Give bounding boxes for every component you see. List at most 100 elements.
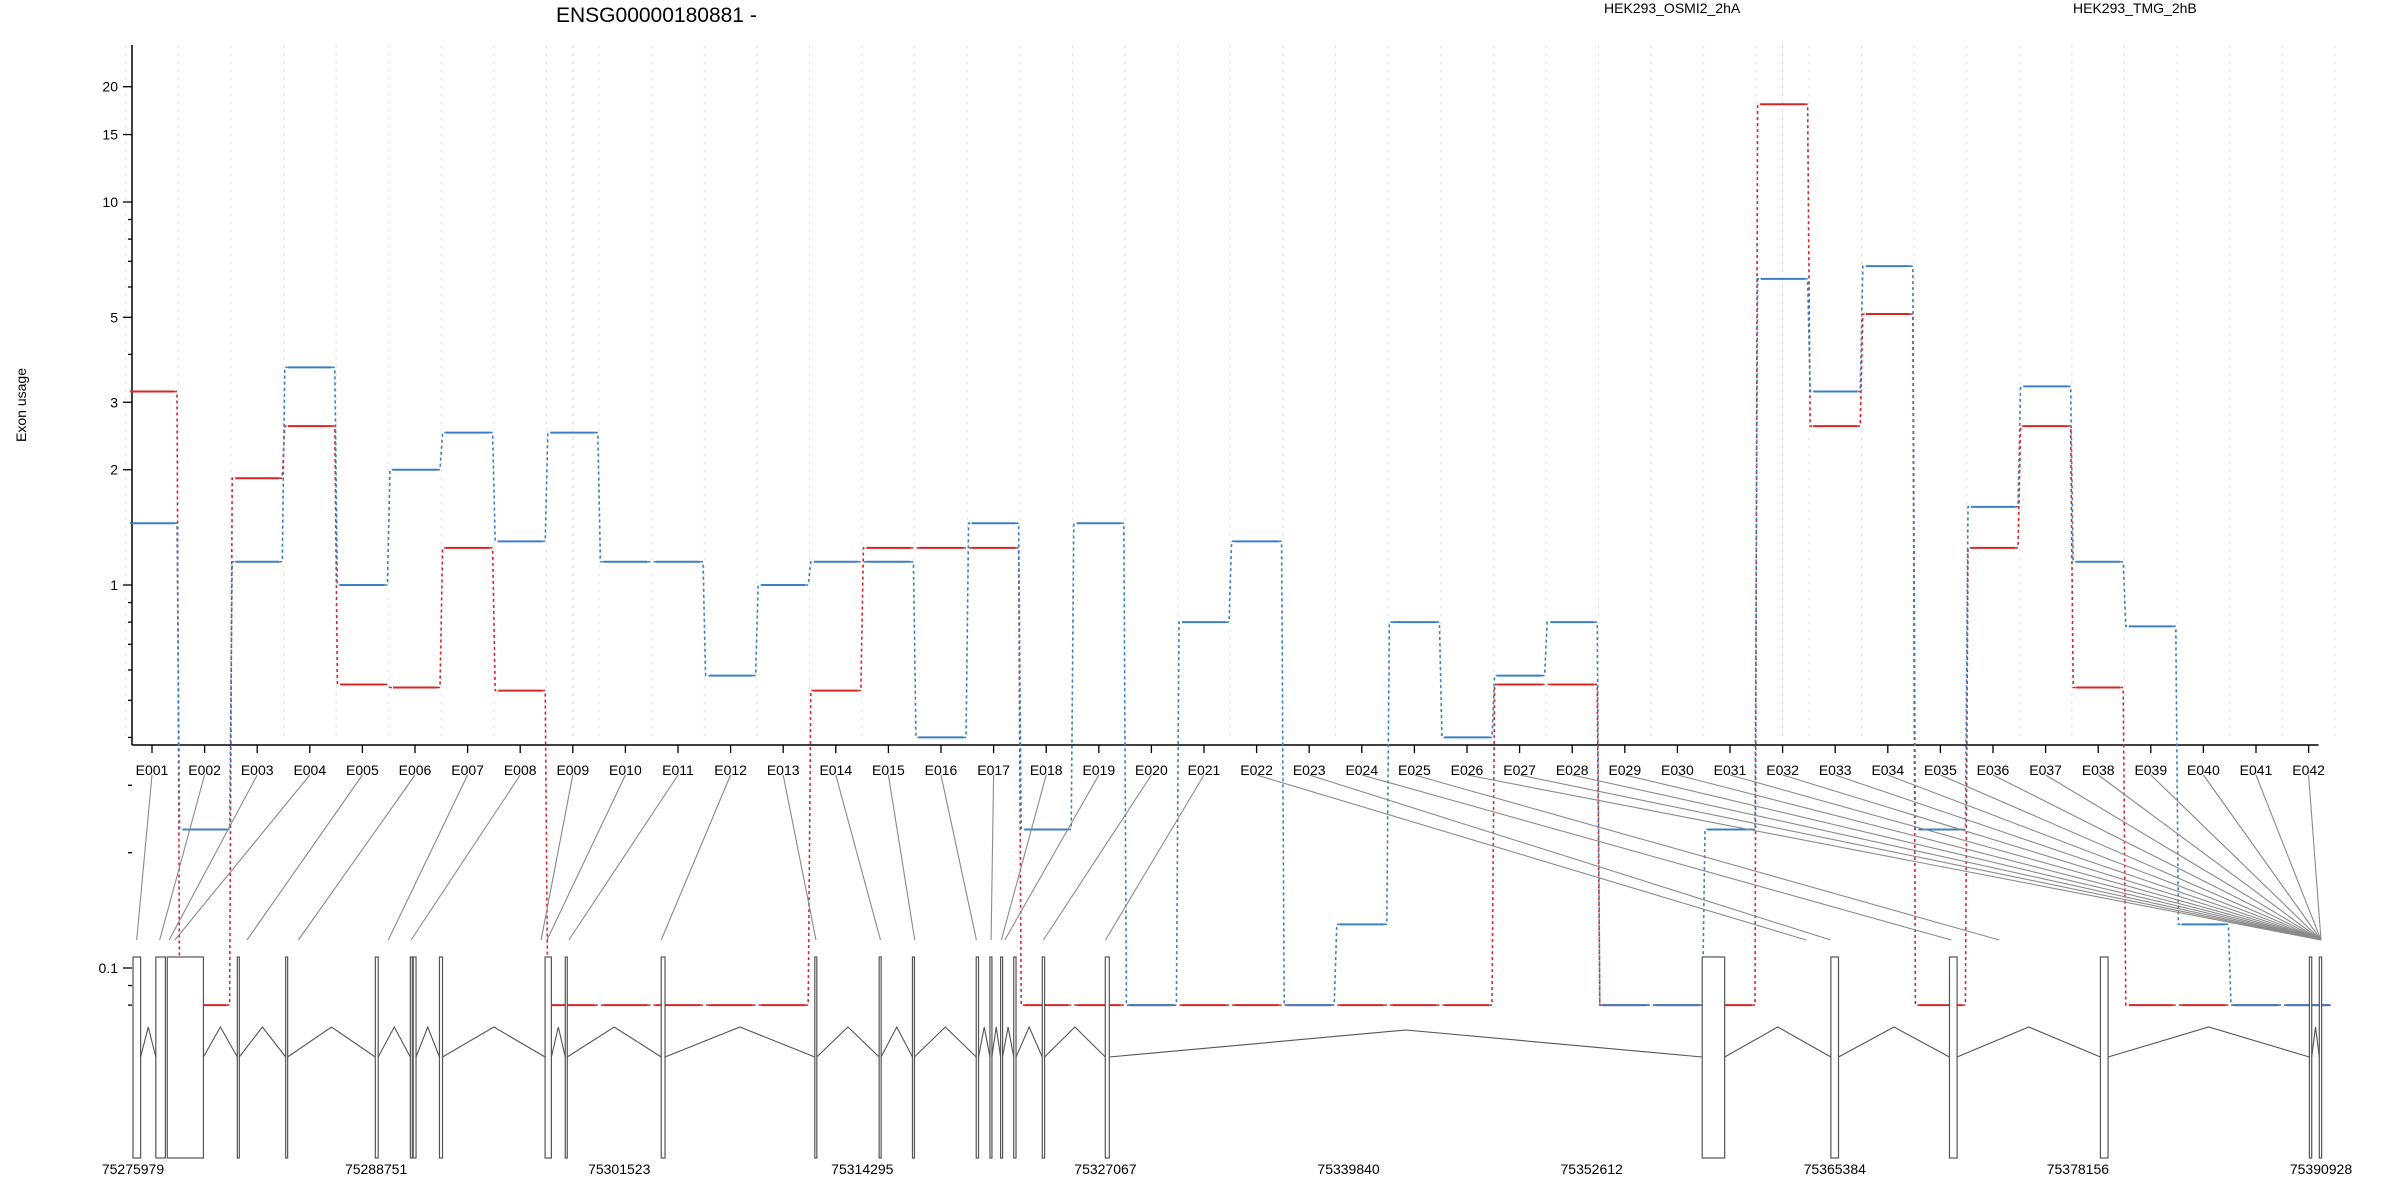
legend-label-tmg: HEK293_TMG_2hB [2073,0,2197,16]
exon-connector [1042,774,1152,941]
series-segment [437,547,446,689]
x-tick-label: E006 [399,762,432,778]
series-segment [437,431,446,471]
genomic-tick-label: 75352612 [1561,1161,1624,1177]
intron-line [442,1026,546,1058]
exon-connector [2308,774,2322,941]
exon-connector [1466,774,2322,941]
intron-line [816,1026,880,1058]
x-tick-label: E038 [2082,762,2115,778]
exon-box [132,956,142,1159]
intron-line [1044,1026,1106,1058]
intron-line [202,1025,238,1058]
intron-line [1724,1026,1832,1058]
exon-connector [1940,774,2322,941]
x-tick-label: E021 [1188,762,1221,778]
x-tick-label: E028 [1556,762,1589,778]
series-segment [1594,621,1603,1006]
exon-box [564,956,568,1159]
series-segment [1489,683,1498,1006]
series-segment [279,425,288,480]
exon-connector [2202,774,2322,941]
intron-line [287,1026,376,1058]
intron-line [566,1026,662,1058]
x-tick-label: E018 [1030,762,1063,778]
series-segment [489,431,499,543]
genomic-tick-label: 75390928 [2290,1161,2353,1177]
exon-box [911,956,916,1159]
exon-box [2318,956,2323,1159]
exon-box [878,956,882,1159]
series-segment [910,560,919,739]
exon-connector [136,774,153,941]
x-tick-label: E009 [556,762,589,778]
exon-connector [2097,774,2322,941]
series-segment [1226,540,1235,623]
genomic-tick-label: 75288751 [345,1161,408,1177]
x-tick-label: E036 [1977,762,2010,778]
x-tick-label: E034 [1871,762,1904,778]
y-tick-label: 20 [102,79,118,95]
exon-box [1948,956,1958,1159]
exon-connector [782,774,817,941]
series-segment [963,522,972,739]
series-segment [857,547,867,692]
x-tick-label: E003 [241,762,274,778]
exon-connectors [136,774,2322,941]
x-tick-label: E004 [293,762,326,778]
x-tick-label: E040 [2187,762,2220,778]
y-tick-label: 10 [102,194,118,210]
series-segment [1962,506,1971,831]
series-segment [1120,522,1130,1006]
exon-connector [1105,774,1205,941]
series-segment [489,547,499,692]
series-segment [1699,828,1708,1006]
exon-connector [1361,774,1952,941]
intron-line [550,1026,566,1058]
x-tick-label: E039 [2134,762,2167,778]
series-segment [1015,522,1025,831]
exon-connector [568,774,679,941]
exon-connector [2150,774,2322,941]
x-tick-label: E019 [1082,762,1115,778]
series-segment [805,560,814,586]
intron-line [880,1025,913,1058]
exon-connector [1519,774,2322,941]
x-tick-label: E029 [1608,762,1641,778]
series-segment [174,522,183,831]
exon-connector [410,774,521,941]
exon-connector [1309,774,1831,941]
series-segment [1173,621,1182,1006]
series-segment [2015,385,2024,508]
exon-connector [174,774,311,941]
x-tick-label: E026 [1451,762,1484,778]
exon-box [544,956,552,1159]
series-segment [1436,621,1445,739]
exon-connector [1000,774,1047,941]
exon-box [438,956,444,1159]
x-tick-label: E001 [136,762,169,778]
exon-connector [1782,774,2322,941]
exon-connector [297,774,416,941]
x-tick-label: E041 [2240,762,2273,778]
exon-connector [546,774,626,941]
genomic-tick-label: 75301523 [588,1161,651,1177]
exon-connector [246,774,363,941]
series-segment [1541,621,1551,677]
series-segment [1068,522,1077,831]
exon-connector [990,774,995,941]
series-segment [174,390,183,1006]
series-segment [594,431,604,563]
x-tick-label: E037 [2029,762,2062,778]
x-tick-label: E035 [1924,762,1957,778]
series-segment [700,560,709,677]
y-tick-label: 0.1 [99,960,119,976]
exon-connector [2255,774,2322,941]
y-tick-label: 15 [102,127,118,143]
series-segment [2067,385,2077,563]
genomic-tick-label: 75339840 [1317,1161,1380,1177]
exon-connector [2045,774,2322,941]
series-segment [331,425,341,686]
series-segment [2015,425,2024,549]
